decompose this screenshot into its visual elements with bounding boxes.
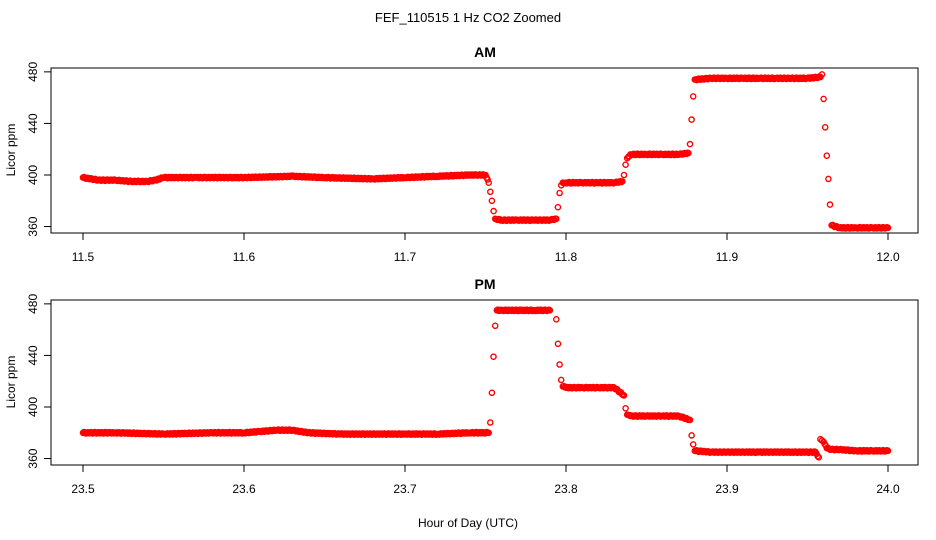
am-x-axis: 11.5 11.6 11.7 11.8 11.9 12.0 (72, 233, 900, 264)
am-data-point (823, 152, 831, 159)
pm-y-tick-label: 440 (26, 345, 40, 365)
pm-data-point (553, 315, 560, 323)
pm-y-tick-label: 360 (26, 448, 40, 468)
pm-data-point (686, 416, 694, 424)
am-y-tick-label: 440 (26, 113, 40, 133)
am-x-tick-label: 11.9 (716, 250, 739, 264)
am-y-axis: 360 400 440 480 (26, 62, 51, 237)
am-data-point (622, 161, 629, 168)
pm-data-point (557, 376, 565, 384)
pm-data-point (556, 361, 563, 368)
am-x-tick-label: 11.6 (233, 250, 256, 264)
pm-data-points (79, 306, 892, 461)
am-y-tick-label: 400 (26, 165, 40, 185)
figure-title: FEF_110515 1 Hz CO2 Zoomed (375, 10, 561, 25)
am-x-tick-label: 11.7 (394, 250, 417, 264)
pm-x-tick-label: 23.6 (232, 482, 256, 496)
am-data-point (821, 124, 829, 131)
am-data-point (818, 71, 826, 78)
pm-data-point (622, 404, 629, 412)
am-data-point (688, 116, 695, 123)
am-x-tick-label: 11.8 (555, 250, 578, 264)
x-axis-title: Hour of Day (UTC) (418, 516, 518, 530)
am-y-axis-title: Licor ppm (4, 124, 18, 177)
am-data-point (619, 178, 626, 185)
pm-data-point (554, 340, 562, 348)
am-data-point (485, 179, 493, 186)
am-data-point (884, 224, 892, 232)
pm-data-point (814, 452, 822, 460)
pm-data-point (486, 419, 494, 426)
pm-x-tick-label: 23.8 (554, 482, 578, 496)
am-y-tick-label: 480 (26, 62, 40, 82)
pm-panel-title: PM (475, 276, 496, 292)
pm-y-tick-label: 480 (26, 294, 40, 314)
pm-plot-frame (50, 299, 919, 466)
pm-data-point (546, 306, 554, 314)
am-data-point (825, 175, 832, 183)
am-data-point (486, 188, 494, 196)
am-data-point (686, 140, 694, 148)
am-data-point (556, 189, 563, 197)
am-data-points (79, 71, 892, 232)
am-plot-frame (50, 67, 919, 234)
pm-data-point (620, 392, 628, 399)
pm-y-axis-title: Licor ppm (4, 356, 18, 409)
pm-x-tick-label: 23.7 (393, 482, 417, 496)
pm-x-tick-label: 23.9 (715, 482, 739, 496)
pm-data-point (689, 441, 697, 448)
am-data-point (553, 215, 560, 223)
am-data-point (685, 149, 692, 157)
pm-x-axis: 23.5 23.6 23.7 23.8 23.9 24.0 (71, 465, 900, 496)
pm-data-point (815, 453, 823, 461)
am-data-point (488, 197, 496, 205)
pm-data-point (488, 389, 496, 397)
pm-data-point (490, 353, 497, 361)
am-x-tick-label: 12.0 (876, 250, 900, 264)
am-data-point (826, 201, 834, 208)
pm-data-point (688, 432, 695, 439)
pm-panel: PM Licor ppm 23.5 23.6 23.7 23.8 23.9 24.0 36… (4, 276, 919, 496)
pm-data-point (884, 447, 892, 455)
pm-y-axis: 360 400 440 480 (26, 294, 51, 469)
am-panel: AM Licor ppm 11.5 11.6 11.7 11.8 11.9 12.0 36… (4, 44, 919, 264)
pm-data-point (491, 322, 499, 330)
pm-data-point (485, 429, 493, 437)
am-data-point (820, 95, 827, 103)
am-data-point (490, 207, 497, 215)
am-data-point (689, 93, 697, 100)
pm-y-tick-label: 400 (26, 397, 40, 417)
am-data-point (554, 203, 562, 211)
am-panel-title: AM (474, 44, 496, 60)
am-data-point (484, 176, 491, 183)
am-data-point (620, 171, 628, 179)
am-x-tick-label: 11.5 (72, 250, 95, 264)
am-y-tick-label: 360 (26, 216, 40, 236)
pm-x-tick-label: 23.5 (71, 482, 95, 496)
pm-x-tick-label: 24.0 (876, 482, 900, 496)
